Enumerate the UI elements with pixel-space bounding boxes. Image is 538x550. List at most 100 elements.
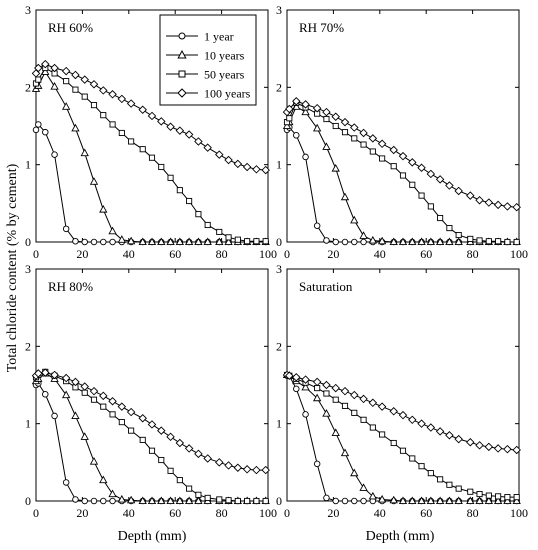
data-point-triangle: [138, 237, 147, 246]
data-point-square: [253, 238, 260, 245]
data-point-square: [351, 135, 358, 142]
data-point-triangle: [157, 237, 166, 246]
series-line: [35, 371, 266, 502]
data-point-square: [455, 231, 462, 239]
data-point-square: [186, 197, 193, 205]
data-point-triangle: [454, 237, 463, 246]
data-point-square: [204, 221, 211, 229]
data-point-circle: [62, 225, 70, 233]
data-point-square: [360, 141, 367, 148]
y-tick-label: 2: [276, 80, 282, 94]
legend-entry-100years: 100 years: [166, 87, 251, 101]
data-point-diamond: [184, 444, 194, 453]
data-point-triangle: [435, 496, 445, 505]
data-point-circle: [51, 151, 58, 158]
data-point-triangle: [147, 496, 157, 505]
data-point-diamond: [203, 454, 212, 463]
data-point-square: [234, 497, 241, 505]
data-point-square: [351, 409, 358, 416]
data-point-square: [118, 419, 125, 426]
data-point-triangle: [194, 237, 203, 246]
data-point-triangle: [175, 237, 184, 246]
data-point-square: [390, 163, 397, 170]
data-point-triangle: [126, 236, 136, 245]
data-point-triangle: [426, 496, 435, 505]
data-point-diamond: [61, 66, 71, 76]
panel-rh-60: 0 20 40 60 80 100 0 1 2 3 RH 60%: [25, 3, 277, 261]
y-tick-label: 3: [276, 3, 282, 17]
data-point-square: [513, 494, 520, 501]
data-point-diamond: [147, 420, 157, 429]
data-point-triangle: [445, 496, 454, 505]
y-tick-label: 1: [276, 417, 282, 431]
data-point-square: [225, 234, 232, 241]
data-point-square: [158, 456, 165, 464]
data-point-diamond: [252, 165, 261, 174]
data-point-square: [167, 174, 174, 181]
legend-entry-1year: 1 year: [166, 30, 234, 44]
data-point-circle: [109, 497, 116, 505]
data-point-square: [35, 76, 42, 83]
data-point-diamond: [389, 407, 398, 416]
data-point-triangle: [80, 148, 89, 157]
data-point-square: [323, 115, 330, 123]
data-point-triangle: [89, 457, 99, 465]
data-point-square: [286, 115, 293, 122]
data-point-diamond: [466, 437, 475, 447]
y-tick-label: 0: [276, 494, 282, 508]
data-point-circle: [332, 238, 339, 246]
data-point-square: [390, 439, 397, 447]
x-tick-label: 60: [420, 506, 432, 520]
data-point-triangle: [157, 496, 166, 505]
legend: 1 year 10 years 50 years 100 years: [159, 14, 257, 106]
data-point-triangle: [99, 475, 108, 484]
data-point-circle: [293, 132, 300, 139]
y-tick-label: 0: [25, 494, 31, 508]
data-point-diamond: [166, 122, 175, 132]
data-point-diamond: [493, 200, 503, 210]
data-point-diamond: [377, 139, 387, 149]
data-point-square: [360, 416, 367, 423]
x-tick-label: 40: [374, 506, 386, 520]
data-point-square: [476, 490, 483, 498]
data-point-square: [81, 93, 88, 100]
data-point-triangle: [138, 496, 147, 505]
data-point-triangle: [389, 237, 398, 246]
legend-marker-circle: [178, 32, 186, 40]
data-point-diamond: [184, 130, 194, 139]
series-line: [35, 382, 266, 502]
data-point-diamond: [301, 375, 310, 384]
data-point-triangle: [194, 496, 203, 505]
data-point-square: [176, 187, 183, 194]
data-point-circle: [35, 121, 42, 128]
data-point-triangle: [322, 142, 331, 150]
data-point-circle: [323, 494, 330, 502]
data-point-square: [100, 403, 107, 410]
data-point-square: [409, 181, 416, 188]
x-tick-label: 40: [123, 247, 135, 261]
data-point-square: [332, 122, 339, 130]
data-point-triangle: [322, 409, 331, 417]
x-tick-label: 100: [510, 247, 528, 261]
data-point-diamond: [215, 458, 224, 467]
x-tick-label: 20: [327, 506, 339, 520]
data-point-triangle: [408, 237, 417, 246]
data-point-diamond: [350, 390, 359, 400]
data-point-diamond: [89, 80, 99, 89]
data-point-triangle: [108, 226, 117, 235]
y-tick-label: 3: [276, 262, 282, 276]
data-point-square: [148, 154, 156, 161]
data-point-diamond: [322, 107, 331, 117]
data-point-circle: [341, 497, 349, 505]
data-point-diamond: [242, 465, 252, 474]
data-point-diamond: [80, 75, 89, 84]
data-point-square: [128, 427, 135, 434]
data-point-triangle: [313, 393, 322, 402]
data-point-diamond: [108, 90, 117, 99]
panel-rh-70: 0 20 40 60 80 100 0 1 2 3 RH 70%: [276, 3, 528, 261]
data-point-diamond: [61, 373, 71, 383]
data-point-circle: [90, 238, 98, 246]
data-point-diamond: [138, 414, 147, 423]
series-1-year: [283, 371, 520, 505]
data-point-diamond: [466, 191, 475, 200]
